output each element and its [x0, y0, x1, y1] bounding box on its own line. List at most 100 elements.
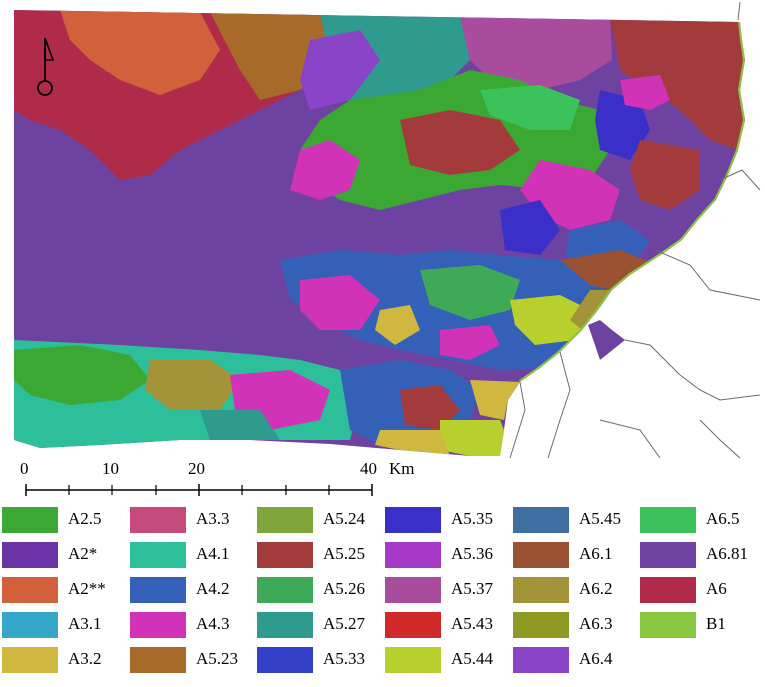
legend-label: A5.23: [196, 649, 239, 668]
legend-label: A4.3: [196, 614, 230, 633]
legend-item: A6.81: [640, 540, 765, 570]
legend-item: B1: [640, 610, 765, 640]
legend-swatch: [513, 577, 569, 603]
legend-label: A5.44: [451, 649, 494, 668]
legend-label: A5.45: [579, 509, 622, 528]
legend-item: A3.1: [2, 610, 127, 640]
legend-swatch: [2, 507, 58, 533]
legend-swatch: [130, 612, 186, 638]
legend-swatch: [385, 647, 441, 673]
legend-item: A6.5: [640, 505, 765, 535]
legend-swatch: [640, 577, 696, 603]
legend-item: A2**: [2, 575, 127, 605]
boundary-lines: [509, 1, 761, 459]
legend-label: A3.3: [196, 509, 230, 528]
scale-unit: Km: [389, 459, 415, 478]
legend-label: A5.33: [323, 649, 366, 668]
legend-item: A5.27: [257, 610, 382, 640]
scale-tick-0: 0: [20, 459, 29, 478]
legend-item: A5.26: [257, 575, 382, 605]
legend-item: A2*: [2, 540, 127, 570]
legend-item: A6.1: [513, 540, 638, 570]
legend-swatch: [2, 647, 58, 673]
scale-bar: 0 10 20 40 Km: [0, 455, 430, 505]
legend-label: A6.4: [579, 649, 613, 668]
legend-label: A5.43: [451, 614, 494, 633]
scale-tick-10: 10: [102, 459, 119, 478]
legend-item: A5.33: [257, 645, 382, 675]
legend-swatch: [513, 647, 569, 673]
legend-item: A5.35: [385, 505, 510, 535]
legend-label: A6.5: [706, 509, 740, 528]
legend-swatch: [257, 612, 313, 638]
legend-label: A5.24: [323, 509, 366, 528]
legend-swatch: [257, 647, 313, 673]
habitat-map: [14, 1, 761, 459]
north-arrow-icon: [37, 37, 55, 96]
legend-label: A5.37: [451, 579, 494, 598]
legend-item: A4.2: [130, 575, 255, 605]
legend-label: A6.3: [579, 614, 613, 633]
legend-swatch: [2, 542, 58, 568]
legend-item: A5.25: [257, 540, 382, 570]
legend-swatch: [2, 577, 58, 603]
legend-item: A6.4: [513, 645, 638, 675]
legend-label: A2**: [68, 579, 106, 598]
legend-label: A6.1: [579, 544, 613, 563]
scale-tick-40: 40: [360, 459, 377, 478]
scale-bar-line: [25, 484, 373, 496]
legend-item: A3.2: [2, 645, 127, 675]
legend-swatch: [257, 542, 313, 568]
legend-swatch: [385, 577, 441, 603]
legend-swatch: [130, 507, 186, 533]
legend-item: A5.36: [385, 540, 510, 570]
legend-item: A5.44: [385, 645, 510, 675]
legend-item: A5.45: [513, 505, 638, 535]
legend-swatch: [513, 612, 569, 638]
legend-label: A6.2: [579, 579, 613, 598]
legend-label: A6.81: [706, 544, 749, 563]
legend-item: A4.1: [130, 540, 255, 570]
legend-swatch: [257, 507, 313, 533]
legend-item: A3.3: [130, 505, 255, 535]
legend-item: A6: [640, 575, 765, 605]
legend-swatch: [513, 507, 569, 533]
habitat-polygons: [14, 10, 745, 456]
legend-swatch: [513, 542, 569, 568]
legend-label: A5.25: [323, 544, 366, 563]
legend-item: A6.3: [513, 610, 638, 640]
legend-item: A6.2: [513, 575, 638, 605]
legend-label: A2*: [68, 544, 98, 563]
legend-item: A5.23: [130, 645, 255, 675]
legend-swatch: [257, 577, 313, 603]
legend-item: A5.43: [385, 610, 510, 640]
legend-swatch: [640, 612, 696, 638]
legend-swatch: [640, 542, 696, 568]
legend-label: B1: [706, 614, 726, 633]
legend-label: A4.2: [196, 579, 230, 598]
legend-swatch: [385, 612, 441, 638]
legend-label: A3.2: [68, 649, 102, 668]
legend-item: A5.37: [385, 575, 510, 605]
legend-label: A5.35: [451, 509, 494, 528]
legend-swatch: [385, 542, 441, 568]
legend-label: A5.26: [323, 579, 366, 598]
legend-swatch: [640, 507, 696, 533]
legend-label: A2.5: [68, 509, 102, 528]
legend-swatch: [130, 542, 186, 568]
legend-item: A4.3: [130, 610, 255, 640]
legend-label: A3.1: [68, 614, 102, 633]
legend-label: A5.27: [323, 614, 366, 633]
legend-item: A5.24: [257, 505, 382, 535]
legend-item: A2.5: [2, 505, 127, 535]
estuary-polygon: [588, 320, 625, 360]
legend-swatch: [130, 577, 186, 603]
legend-swatch: [2, 612, 58, 638]
legend-label: A4.1: [196, 544, 230, 563]
scale-tick-20: 20: [188, 459, 205, 478]
legend-swatch: [385, 507, 441, 533]
legend-label: A5.36: [451, 544, 494, 563]
legend: A2.5 A3.3 A5.24 A5.35 A5.45 A6.5 A2* A4.1 A5.25 A…: [0, 503, 765, 687]
legend-label: A6: [706, 579, 727, 598]
legend-swatch: [130, 647, 186, 673]
